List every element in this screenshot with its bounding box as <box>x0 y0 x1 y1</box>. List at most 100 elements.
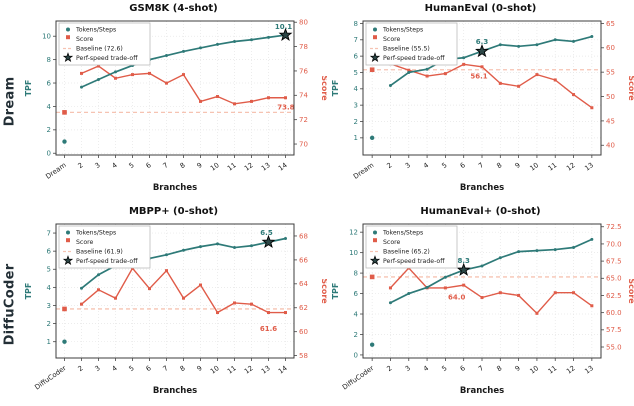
svg-text:5: 5 <box>128 161 136 170</box>
left-axis: 1 2 3 4 5 6 7 TPF <box>24 229 56 346</box>
svg-text:5: 5 <box>440 161 448 170</box>
svg-text:5: 5 <box>440 364 448 373</box>
svg-text:6: 6 <box>459 364 467 373</box>
chart-title-humaneval: HumanEval (0-shot) <box>424 3 537 14</box>
svg-text:8: 8 <box>179 161 187 170</box>
score-series <box>369 266 594 315</box>
chart-canvas-mbpp-plus: 6.561.61234567TPF586062646668ScoreDiffuC… <box>24 223 327 396</box>
annotation-73.8: 73.8 <box>277 103 294 111</box>
perf-speed-tradeoff-star <box>475 43 489 58</box>
perf-speed-tradeoff-star <box>456 262 471 276</box>
right-axis: 55.0 57.5 60.0 62.5 65.0 67.5 70.0 72.5 Score <box>601 223 634 351</box>
score-series <box>62 266 287 315</box>
legend-label-tokens: Tokens/Steps <box>75 27 116 34</box>
svg-text:3: 3 <box>354 102 358 110</box>
legend-star-icon <box>62 255 74 265</box>
svg-text:7: 7 <box>162 364 170 373</box>
legend-star-icon <box>369 52 381 62</box>
svg-text:6: 6 <box>47 248 52 256</box>
legend-score-icon <box>373 238 377 243</box>
svg-text:TPF: TPF <box>24 80 33 97</box>
legend-label-score: Score <box>383 239 401 246</box>
base-tokens-marker <box>369 342 375 347</box>
legend-label-star: Perf-speed trade-off <box>76 55 138 62</box>
svg-text:7: 7 <box>477 161 485 170</box>
annotation-6.5: 6.5 <box>260 229 273 237</box>
svg-text:8: 8 <box>47 56 51 64</box>
x-axis: DiffuCoder 2 3 4 5 6 7 8 9 10 11 12 13 14 Branches <box>33 358 289 396</box>
svg-text:57.5: 57.5 <box>606 326 622 334</box>
legend-score-icon <box>373 35 377 40</box>
model-label-dream: Dream <box>2 76 18 127</box>
svg-text:72.5: 72.5 <box>606 223 622 231</box>
svg-text:3: 3 <box>404 161 412 170</box>
svg-text:14: 14 <box>277 364 289 376</box>
svg-text:68: 68 <box>299 232 308 240</box>
svg-text:Score: Score <box>627 75 634 101</box>
base-score-marker <box>62 110 67 115</box>
legend-tokens-icon <box>66 27 70 32</box>
svg-text:12: 12 <box>565 364 577 376</box>
svg-text:10: 10 <box>528 364 540 376</box>
svg-text:13: 13 <box>583 161 595 173</box>
left-axis: 0 2 4 6 8 10 12 TPF <box>331 229 363 359</box>
base-tokens-marker <box>62 339 67 344</box>
legend-label-baseline: Baseline (65.2) <box>383 249 430 256</box>
svg-text:7: 7 <box>477 364 485 373</box>
annotation-8.3: 8.3 <box>457 257 470 265</box>
legend-label-score: Score <box>76 36 94 43</box>
x-axis: Dream 2 3 4 5 6 7 8 9 10 11 12 13 Branches <box>352 155 595 193</box>
svg-text:TPF: TPF <box>331 80 340 97</box>
legend: Tokens/Steps Score Baseline (55.5) Perf-spe… <box>365 22 458 66</box>
svg-text:5: 5 <box>47 266 51 274</box>
row-dream: Dream GSM8K (4-shot) 10.1 73.8 0 2 4 6 8 10 TPF 7… <box>0 0 634 203</box>
svg-text:6: 6 <box>354 53 359 61</box>
chart-cell-gsm8k: GSM8K (4-shot) 10.1 73.8 0 2 4 6 8 10 TPF 70 72 74 7… <box>20 0 327 203</box>
left-axis: 0 2 4 6 8 10 TPF <box>24 33 56 158</box>
svg-text:10: 10 <box>349 249 358 257</box>
row-label-gutter-diffucoder: DiffuCoder <box>0 203 20 406</box>
perf-speed-tradeoff-star <box>278 27 293 41</box>
chart-title-humaneval-plus: HumanEval+ (0-shot) <box>420 206 541 217</box>
x-axis-label: Branches <box>153 183 197 193</box>
svg-text:Dream: Dream <box>352 161 376 181</box>
svg-text:Dream: Dream <box>44 161 68 181</box>
svg-text:5: 5 <box>354 69 358 77</box>
x-axis: DiffuCoder 2 3 4 5 6 7 8 9 10 11 12 13 Branches <box>341 358 595 396</box>
base-tokens-marker <box>62 139 67 144</box>
svg-text:6: 6 <box>145 364 153 373</box>
right-axis: 58 60 62 64 66 68 Score <box>294 232 327 360</box>
svg-text:2: 2 <box>77 161 85 170</box>
svg-text:4: 4 <box>47 103 52 111</box>
plot-border <box>55 20 295 156</box>
legend-label-tokens: Tokens/Steps <box>382 27 423 34</box>
svg-text:2: 2 <box>354 331 358 339</box>
legend: Tokens/Steps Score Baseline (72.6) Perf-spe… <box>58 22 151 66</box>
svg-text:DiffuCoder: DiffuCoder <box>33 364 67 391</box>
legend-label-tokens: Tokens/Steps <box>75 230 116 237</box>
svg-text:14: 14 <box>277 161 289 173</box>
svg-text:9: 9 <box>196 161 204 170</box>
score-series <box>62 64 287 115</box>
svg-text:67.5: 67.5 <box>606 258 622 266</box>
right-axis: 70 72 74 76 78 80 Score <box>294 19 327 148</box>
legend-label-baseline: Baseline (55.5) <box>383 46 430 53</box>
svg-text:Score: Score <box>627 278 634 304</box>
svg-text:5: 5 <box>128 364 136 373</box>
base-tokens-marker <box>369 135 375 141</box>
svg-text:13: 13 <box>583 364 595 376</box>
chart-title-mbpp-plus: MBPP+ (0-shot) <box>128 206 219 217</box>
annotation-56.1: 56.1 <box>470 73 487 81</box>
row-diffucoder: DiffuCoder MBPP+ (0-shot) 6.5 61.6 1 2 3 4 5 6 7… <box>0 203 634 406</box>
svg-text:74: 74 <box>299 92 308 100</box>
svg-text:2: 2 <box>385 161 393 170</box>
svg-text:6: 6 <box>47 79 52 87</box>
svg-text:13: 13 <box>260 364 272 376</box>
svg-text:9: 9 <box>514 161 522 170</box>
svg-text:2: 2 <box>47 126 51 134</box>
svg-text:78: 78 <box>299 43 308 51</box>
svg-text:Score: Score <box>320 278 327 304</box>
legend-score-icon <box>66 35 70 40</box>
row-label-gutter-dream: Dream <box>0 0 20 203</box>
svg-text:8: 8 <box>354 20 358 28</box>
